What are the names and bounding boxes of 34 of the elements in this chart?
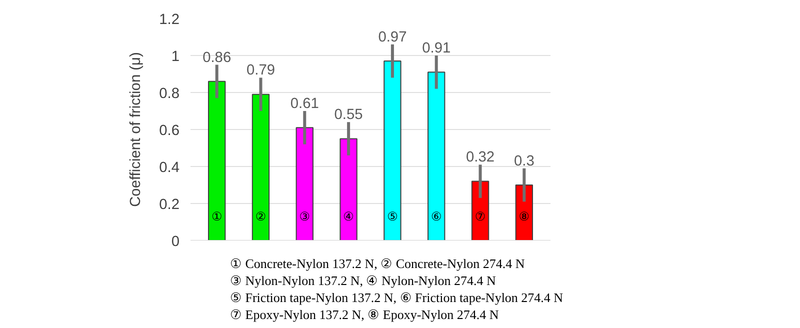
- text: ⑤ Friction tape-Nylon 137.2 N, ⑥ Friction tape-Nylon 274.4 N: [230, 290, 564, 305]
- data-label: 0.91: [422, 40, 451, 56]
- x-tick-label: ④: [343, 210, 354, 224]
- x-tick-label: ①: [211, 210, 222, 224]
- data-label: 0.79: [246, 62, 276, 79]
- x-tick-label: ⑧: [518, 210, 530, 224]
- text: ⑦ Epoxy-Nylon 137.2 N, ⑧ Epoxy-Nylon 274.4 N: [230, 307, 499, 322]
- x-tick-label: ②: [255, 210, 266, 224]
- data-label: 0.32: [466, 150, 495, 166]
- bar: [208, 80, 226, 240]
- data-label: 0.3: [514, 153, 534, 170]
- x-tick-label: ⑦: [474, 210, 486, 224]
- y-tick-label: 0.4: [159, 160, 180, 176]
- y-tick-label: 1: [171, 49, 180, 65]
- bar: [252, 94, 270, 240]
- data-label: 0.61: [290, 96, 319, 112]
- text: ① Concrete-Nylon 137.2 N, ② Concrete-Nylon 274.4 N: [230, 256, 525, 271]
- y-tick-label: 1.2: [159, 12, 180, 28]
- y-axis-title: Coefficient of friction (μ): [128, 52, 144, 207]
- y-tick-label: 0: [171, 234, 180, 250]
- x-tick-label: ⑥: [430, 210, 442, 224]
- y-tick-label: 0.2: [159, 197, 180, 213]
- data-label: 0.97: [378, 29, 407, 46]
- x-tick-label: ⑤: [387, 210, 398, 224]
- x-tick-label: ③: [299, 210, 310, 224]
- bar: [340, 138, 358, 240]
- text: ③ Nylon-Nylon 137.2 N, ④ Nylon-Nylon 274.4 N: [230, 273, 496, 288]
- data-label: 0.86: [202, 50, 232, 66]
- bar: [296, 127, 314, 240]
- bar: [384, 60, 402, 240]
- bar: [428, 72, 446, 240]
- y-tick-label: 0.8: [159, 86, 180, 102]
- y-tick-label: 0.6: [159, 123, 180, 139]
- data-label: 0.55: [334, 107, 363, 124]
